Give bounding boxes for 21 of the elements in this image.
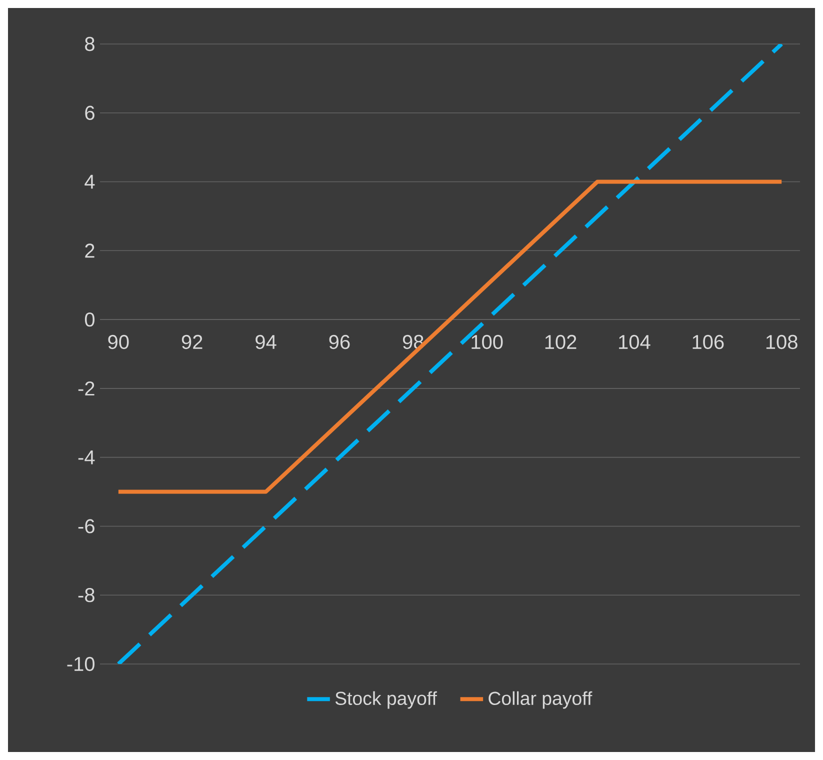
legend-label: Collar payoff [488,691,592,709]
x-tick-label: 90 [108,334,129,350]
x-tick-label: 104 [619,334,650,350]
y-tick-label: 4 [84,174,95,189]
x-tick-label: 92 [182,334,202,350]
x-tick-label: 100 [472,334,503,350]
y-tick-label: 2 [85,244,94,258]
x-tick-label: 96 [329,334,350,350]
y-tick-label: 6 [85,106,94,120]
y-tick-label: -6 [78,519,94,534]
y-tick-label: -4 [78,450,95,464]
y-tick-label: -2 [78,381,94,396]
x-tick-label: 94 [256,334,276,350]
y-tick-label: 0 [84,312,94,327]
x-tick-label: 102 [545,334,576,350]
y-tick-label: -10 [67,656,94,672]
y-tick-label: -8 [78,588,94,602]
x-tick-label: 106 [692,334,724,350]
x-tick-label: 108 [766,334,798,350]
legend-label: Stock payoff [335,691,437,709]
y-tick-label: 8 [85,36,94,52]
